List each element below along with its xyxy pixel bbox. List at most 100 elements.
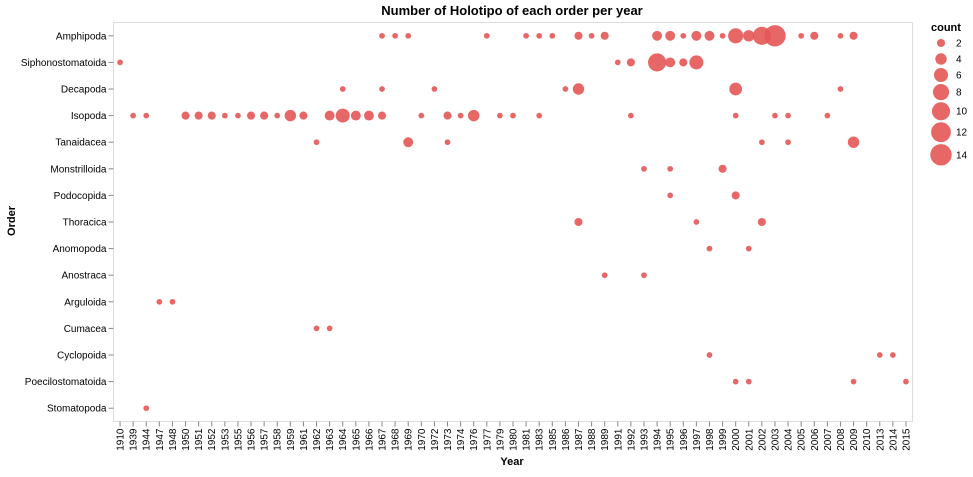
x-tick-label: 1991 bbox=[613, 428, 624, 451]
data-point bbox=[667, 192, 674, 199]
x-tick-label: 2007 bbox=[823, 428, 834, 451]
data-point bbox=[313, 325, 320, 332]
data-points bbox=[117, 25, 909, 412]
data-point bbox=[467, 109, 480, 122]
data-point bbox=[628, 112, 634, 119]
data-point bbox=[444, 139, 451, 146]
data-point bbox=[732, 378, 739, 385]
data-point bbox=[335, 108, 350, 123]
x-tick-label: 1944 bbox=[142, 428, 153, 451]
data-point bbox=[772, 112, 778, 119]
data-point bbox=[562, 86, 569, 92]
data-point bbox=[745, 245, 752, 252]
data-point bbox=[876, 352, 883, 358]
x-tick-label: 1955 bbox=[233, 428, 244, 451]
data-point bbox=[665, 57, 676, 68]
data-point bbox=[719, 32, 726, 39]
x-tick-label: 1999 bbox=[718, 428, 729, 451]
data-point bbox=[691, 30, 702, 41]
legend-label: 6 bbox=[956, 71, 962, 82]
legend-label: 14 bbox=[956, 150, 968, 161]
data-point bbox=[246, 111, 256, 120]
chart-title: Number of Holotipo of each order per yea… bbox=[381, 3, 643, 18]
x-tick-label: 1992 bbox=[626, 428, 637, 451]
x-axis: 1910 1939 1944 1947 1948 1950 1951 1952 1953 1955… bbox=[116, 421, 912, 451]
legend-symbol bbox=[930, 144, 952, 166]
x-tick-label: 1995 bbox=[666, 428, 677, 451]
x-tick-label: 1953 bbox=[220, 428, 231, 451]
x-tick-label: 1963 bbox=[325, 428, 336, 451]
y-tick-label: Amphipoda bbox=[56, 31, 107, 42]
data-point bbox=[536, 112, 543, 119]
x-tick-label: 1998 bbox=[705, 428, 716, 451]
data-point bbox=[431, 86, 438, 92]
x-tick-label: 1964 bbox=[338, 428, 349, 451]
data-point bbox=[379, 86, 385, 92]
data-point bbox=[679, 58, 688, 67]
data-point bbox=[326, 325, 333, 332]
data-point bbox=[706, 352, 713, 358]
y-tick-label: Tanaidacea bbox=[55, 138, 107, 149]
x-tick-label: 2006 bbox=[810, 428, 821, 451]
data-point bbox=[523, 32, 529, 39]
data-point bbox=[648, 53, 667, 72]
x-tick-label: 2009 bbox=[849, 428, 860, 451]
y-tick-label: Cumacea bbox=[64, 324, 107, 335]
x-tick-label: 1996 bbox=[679, 428, 690, 451]
y-axis-title: Order bbox=[6, 205, 18, 236]
data-point bbox=[207, 111, 216, 120]
x-tick-label: 1972 bbox=[430, 428, 441, 451]
data-point bbox=[626, 58, 635, 67]
x-tick-label: 1950 bbox=[181, 428, 192, 451]
data-point bbox=[510, 112, 516, 119]
x-tick-label: 2003 bbox=[770, 428, 781, 451]
y-tick-label: Stomatopoda bbox=[47, 404, 107, 415]
x-tick-label: 1989 bbox=[600, 428, 611, 451]
data-point bbox=[731, 191, 740, 200]
y-tick-label: Anomopoda bbox=[53, 244, 107, 255]
y-tick-label: Anostraca bbox=[61, 271, 106, 282]
data-point bbox=[850, 378, 857, 385]
data-point bbox=[837, 32, 844, 39]
data-point bbox=[350, 110, 361, 121]
data-point bbox=[706, 245, 713, 252]
x-tick-label: 2001 bbox=[744, 428, 755, 451]
x-tick-label: 1985 bbox=[548, 428, 559, 451]
x-tick-label: 1965 bbox=[351, 428, 362, 451]
data-point bbox=[443, 111, 452, 120]
data-point bbox=[785, 139, 791, 146]
data-point bbox=[221, 112, 228, 119]
x-tick-label: 2004 bbox=[784, 428, 795, 451]
x-tick-label: 1973 bbox=[443, 428, 454, 451]
x-tick-label: 1979 bbox=[495, 428, 506, 451]
data-point bbox=[614, 59, 621, 66]
y-tick-label: Poecilostomatoida bbox=[25, 377, 107, 388]
data-point bbox=[652, 30, 663, 41]
legend-symbol bbox=[932, 84, 950, 101]
data-point bbox=[130, 112, 137, 119]
x-tick-label: 1962 bbox=[312, 428, 323, 451]
y-tick-label: Cyclopoida bbox=[57, 351, 107, 362]
data-point bbox=[745, 378, 752, 385]
data-point bbox=[641, 272, 647, 279]
x-tick-label: 1947 bbox=[155, 428, 166, 451]
data-point bbox=[235, 112, 241, 119]
data-point bbox=[667, 165, 674, 172]
x-tick-label: 1986 bbox=[561, 428, 572, 451]
data-point bbox=[549, 32, 556, 39]
legend-symbol bbox=[935, 53, 947, 65]
x-tick-label: 1993 bbox=[639, 428, 650, 451]
data-point bbox=[418, 112, 425, 119]
data-point bbox=[837, 86, 844, 92]
data-point bbox=[704, 30, 715, 41]
y-tick-label: Siphonostomatoida bbox=[21, 58, 107, 69]
x-tick-label: 1988 bbox=[587, 428, 598, 451]
data-point bbox=[764, 25, 786, 47]
x-tick-label: 1969 bbox=[404, 428, 415, 451]
x-tick-label: 1951 bbox=[194, 428, 205, 451]
data-point bbox=[403, 137, 414, 148]
y-tick-label: Podocopida bbox=[54, 191, 107, 202]
data-point bbox=[143, 405, 150, 412]
data-point bbox=[680, 32, 687, 39]
